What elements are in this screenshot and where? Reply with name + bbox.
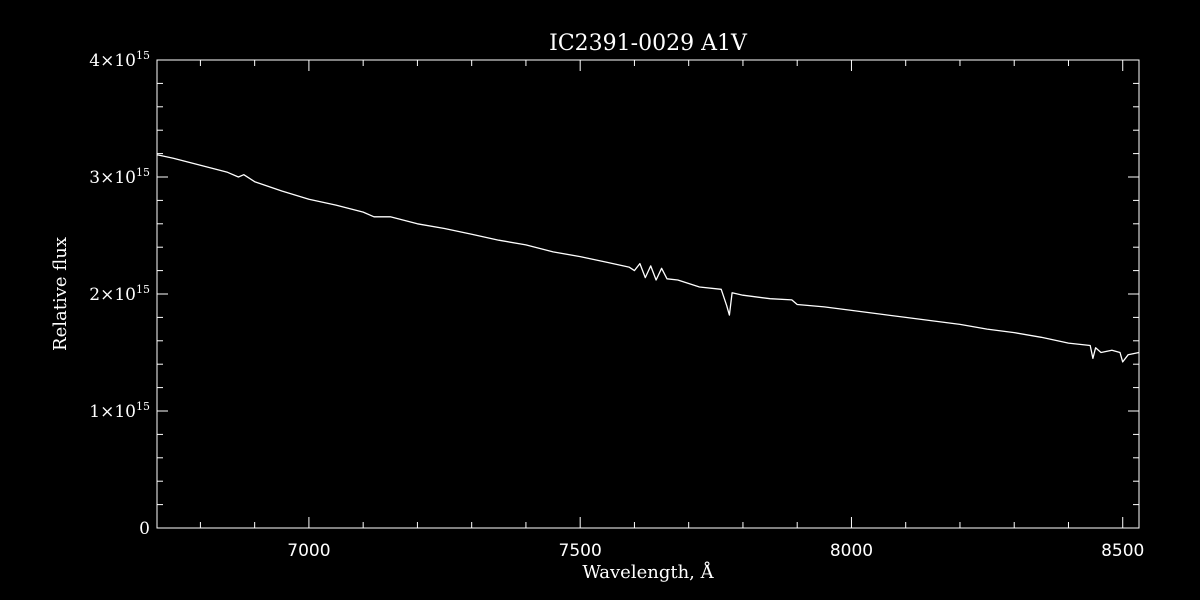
x-tick-labels: 7000 7500 8000 8500 bbox=[287, 541, 1144, 561]
y-tick-label: 3×1015 bbox=[89, 166, 150, 188]
x-tick-label: 7500 bbox=[559, 541, 602, 561]
x-tick-label: 8500 bbox=[1101, 541, 1144, 561]
x-tick-label: 7000 bbox=[287, 541, 330, 561]
x-axis-label: Wavelength, Å bbox=[582, 561, 714, 583]
y-axis-label: Relative flux bbox=[50, 237, 71, 351]
chart-title: IC2391-0029 A1V bbox=[549, 31, 748, 56]
y-tick-label: 2×1015 bbox=[89, 283, 150, 305]
y-tick-label: 4×1015 bbox=[89, 49, 150, 71]
axis-ticks bbox=[157, 59, 1139, 529]
y-tick-labels: 0 1×1015 2×1015 3×1015 4×1015 bbox=[89, 49, 150, 539]
spectrum-line bbox=[156, 154, 1140, 363]
y-tick-label: 1×1015 bbox=[89, 400, 150, 422]
y-tick-label: 0 bbox=[139, 519, 150, 539]
x-tick-label: 8000 bbox=[830, 541, 873, 561]
